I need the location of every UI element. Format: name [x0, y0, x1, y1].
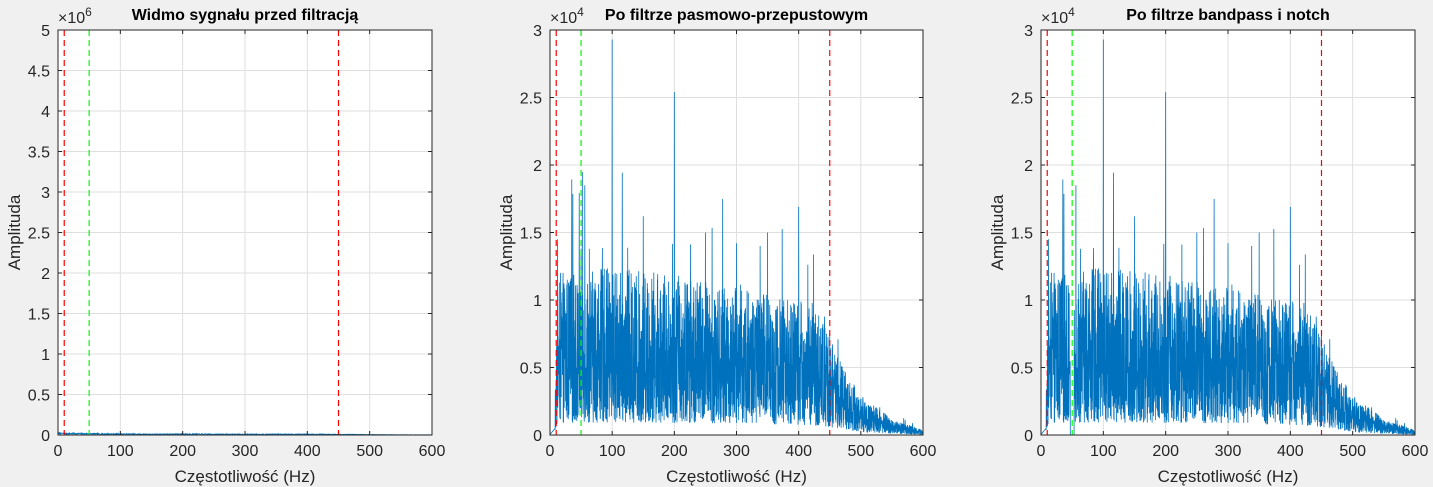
x-tick-label: 300 [1215, 443, 1242, 460]
y-tick-label: 3.5 [28, 145, 50, 162]
x-tick-label: 400 [785, 443, 812, 460]
y-exponent-label: ×106 [58, 5, 92, 27]
y-tick-label: 1 [1024, 293, 1033, 310]
chart-title: Po filtrze pasmowo-przepustowym [605, 7, 868, 24]
x-tick-label: 100 [599, 443, 626, 460]
data-layer [550, 39, 923, 435]
y-tick-label: 5 [41, 23, 50, 40]
x-tick-label: 600 [419, 443, 446, 460]
y-tick-label: 0 [533, 428, 542, 445]
x-tick-label: 0 [54, 443, 63, 460]
chart-2: 0 100 200 300 400 500 600 0 0.5 1 1.5 2 2.5 3 ×104 Po f… [497, 5, 936, 486]
x-tick-label: 400 [294, 443, 321, 460]
x-tick-label: 400 [1277, 443, 1304, 460]
x-tick-label: 300 [723, 443, 750, 460]
data-layer [1041, 39, 1415, 435]
x-tick-label: 200 [169, 443, 196, 460]
chart-3: 0 100 200 300 400 500 600 0 0.5 1 1.5 2 2.5 3 ×104 Po f… [988, 5, 1428, 486]
x-tick-label: 500 [1339, 443, 1366, 460]
x-tick-label: 600 [910, 443, 937, 460]
y-tick-label: 2 [1024, 158, 1033, 175]
y-tick-label: 1 [533, 293, 542, 310]
y-tick-label: 0 [1024, 428, 1033, 445]
x-tick-label: 0 [1037, 443, 1046, 460]
y-tick-label: 0.5 [28, 388, 50, 405]
y-tick-label: 2.5 [28, 226, 50, 243]
y-tick-label: 3 [533, 23, 542, 40]
x-tick-label: 600 [1402, 443, 1429, 460]
y-tick-label: 1.5 [28, 307, 50, 324]
y-tick-label: 2 [533, 158, 542, 175]
x-tick-label: 200 [661, 443, 688, 460]
y-tick-label: 0 [41, 428, 50, 445]
y-exponent-label: ×104 [1041, 5, 1075, 27]
y-tick-label: 2.5 [520, 91, 542, 108]
y-tick-label: 3 [41, 185, 50, 202]
x-tick-label: 500 [356, 443, 383, 460]
x-axis-label: Częstotliwość (Hz) [175, 467, 316, 486]
y-tick-label: 0.5 [520, 361, 542, 378]
x-tick-label: 0 [546, 443, 555, 460]
x-tick-label: 100 [107, 443, 134, 460]
chart-title: Widmo sygnału przed filtracją [132, 7, 359, 24]
y-tick-label: 4 [41, 104, 50, 121]
y-exponent-label: ×104 [550, 5, 584, 27]
series-line [550, 39, 923, 435]
y-tick-label: 1 [41, 347, 50, 364]
y-axis-label: Amplituda [988, 194, 1007, 270]
y-tick-label: 2.5 [1011, 91, 1033, 108]
y-tick-label: 4.5 [28, 64, 50, 81]
y-axis-label: Amplituda [497, 194, 516, 270]
x-tick-label: 100 [1090, 443, 1117, 460]
chart-title: Po filtrze bandpass i notch [1126, 7, 1330, 24]
y-tick-label: 2 [41, 266, 50, 283]
series-line [1041, 39, 1415, 435]
chart-1: 0 100 200 300 400 500 600 0 0.5 1 1.5 2 2.5 3 3.5 4 4.5 5… [5, 5, 445, 486]
x-axis-label: Częstotliwość (Hz) [1158, 467, 1299, 486]
x-axis-label: Częstotliwość (Hz) [666, 467, 807, 486]
y-tick-label: 3 [1024, 23, 1033, 40]
y-tick-label: 0.5 [1011, 361, 1033, 378]
x-tick-label: 500 [847, 443, 874, 460]
y-axis-label: Amplituda [5, 194, 24, 270]
y-tick-label: 1.5 [520, 226, 542, 243]
y-tick-label: 1.5 [1011, 226, 1033, 243]
x-tick-label: 300 [232, 443, 259, 460]
x-tick-label: 200 [1152, 443, 1179, 460]
